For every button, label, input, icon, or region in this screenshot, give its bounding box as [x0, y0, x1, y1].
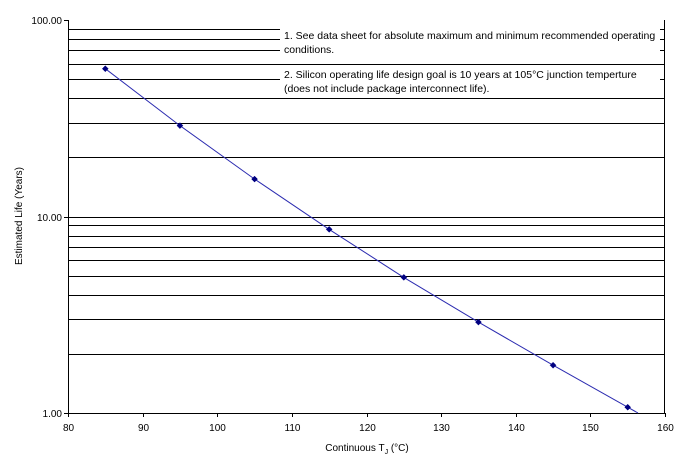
- x-tick-label: 100: [209, 423, 226, 434]
- x-tick-label: 160: [657, 423, 674, 434]
- axes: [64, 20, 666, 417]
- data-point-marker: [176, 122, 184, 129]
- y-tick-label: 10.00: [37, 213, 62, 224]
- data-point-marker: [475, 318, 482, 326]
- data-point-marker: [101, 65, 109, 73]
- data-point-marker: [624, 403, 632, 411]
- data-point-marker: [325, 226, 333, 233]
- x-tick-label: 80: [63, 423, 75, 434]
- note-design-goal: 2. Silicon operating life design goal is…: [280, 68, 660, 96]
- y-tick-label: 1.00: [43, 409, 63, 420]
- data-point-marker: [400, 274, 408, 281]
- x-tick-label: 90: [138, 423, 150, 434]
- y-axis-title: Estimated Life (Years): [14, 167, 25, 265]
- x-tick-label: 140: [508, 423, 525, 434]
- tick-labels: 80 90 100 110 120 130 140 150 160 1.00 10.00 100.00: [31, 16, 674, 434]
- data-point-marker: [251, 175, 258, 183]
- x-axis-title: Continuous TJ (°C): [325, 443, 408, 456]
- series-line: [104, 68, 639, 414]
- x-tick-label: 150: [582, 423, 599, 434]
- x-tick-label: 130: [433, 423, 450, 434]
- data-series: [101, 65, 639, 414]
- x-tick-label: 110: [285, 423, 301, 434]
- y-tick-label: 100.00: [31, 16, 62, 27]
- x-tick-label: 120: [359, 423, 376, 434]
- data-point-marker: [549, 361, 557, 369]
- note-operating-conditions: 1. See data sheet for absolute maximum a…: [280, 29, 660, 57]
